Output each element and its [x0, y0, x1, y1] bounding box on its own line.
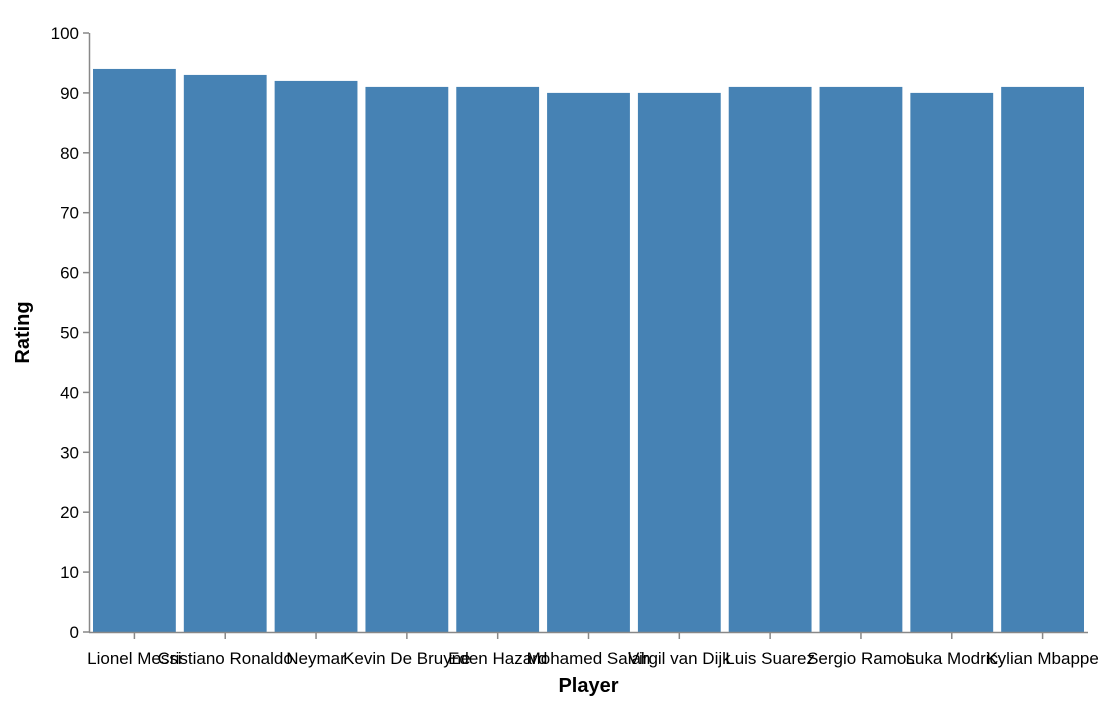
y-tick-label: 10: [60, 563, 79, 582]
bar: [547, 92, 630, 632]
y-tick-label: 90: [60, 84, 79, 103]
x-tick-label: Luis Suarez: [725, 649, 815, 668]
x-tick-label: Sergio Ramos: [807, 649, 915, 668]
bar: [456, 86, 540, 632]
bar: [365, 86, 449, 632]
y-tick-label: 40: [60, 383, 79, 402]
y-tick-label: 30: [60, 443, 79, 462]
bars-layer: [93, 68, 1084, 633]
y-tick-label: 100: [51, 24, 79, 43]
x-tick-label: Eden Hazard: [448, 649, 547, 668]
y-tick-label: 50: [60, 324, 79, 343]
bar: [910, 92, 994, 632]
x-tick-label: Lionel Messi: [87, 649, 182, 668]
y-tick-label: 80: [60, 144, 79, 163]
y-tick-label: 0: [70, 623, 79, 642]
y-axis: 0 10 20 30 40 50 60 70 80 90 100: [51, 24, 91, 642]
x-tick-label: Luka Modric: [905, 649, 998, 668]
y-axis-title: Rating: [12, 301, 34, 363]
bar: [819, 86, 903, 632]
bar: [728, 86, 812, 632]
x-tick-label: Kevin De Bruyne: [343, 649, 471, 668]
x-tick-label: Virgil van Dijk: [628, 649, 731, 668]
bar: [93, 68, 176, 632]
x-axis-title: Player: [558, 675, 618, 697]
bar: [637, 92, 721, 632]
y-tick-label: 20: [60, 503, 79, 522]
bar: [1001, 86, 1084, 632]
x-tick-label: Kylian Mbappe: [986, 649, 1098, 668]
bar: [183, 74, 267, 633]
y-tick-label: 70: [60, 204, 79, 223]
x-tick-label: Neymar: [286, 649, 346, 668]
x-tick-label: Cristiano Ronaldo: [158, 649, 293, 668]
x-tick-label: Mohamed Salah: [527, 649, 651, 668]
y-tick-label: 60: [60, 264, 79, 283]
bar: [274, 80, 358, 633]
